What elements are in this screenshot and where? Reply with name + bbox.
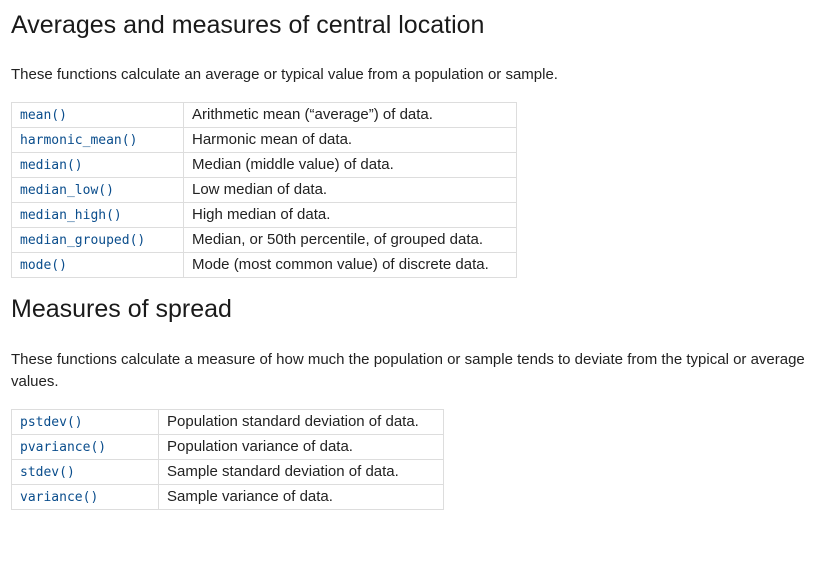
table-row: median() Median (middle value) of data. [11, 152, 517, 178]
table-row: median_grouped() Median, or 50th percent… [11, 227, 517, 253]
function-description: High median of data. [183, 202, 517, 228]
table-row: harmonic_mean() Harmonic mean of data. [11, 127, 517, 153]
function-description: Mode (most common value) of discrete dat… [183, 252, 517, 278]
central-location-heading: Averages and measures of central locatio… [11, 11, 485, 39]
table-row: median_high() High median of data. [11, 202, 517, 228]
table-row: mode() Mode (most common value) of discr… [11, 252, 517, 278]
table-row: mean() Arithmetic mean (“average”) of da… [11, 102, 517, 128]
function-description: Median, or 50th percentile, of grouped d… [183, 227, 517, 253]
document-content: Averages and measures of central locatio… [11, 0, 816, 510]
function-link-mean[interactable]: mean() [20, 108, 67, 123]
function-description: Sample variance of data. [158, 484, 444, 510]
function-link-median-grouped[interactable]: median_grouped() [20, 233, 146, 248]
function-description: Harmonic mean of data. [183, 127, 517, 153]
table-row: variance() Sample variance of data. [11, 484, 444, 510]
table-row: pstdev() Population standard deviation o… [11, 409, 444, 435]
central-location-intro: These functions calculate an average or … [11, 66, 558, 83]
spread-intro: These functions calculate a measure of h… [11, 351, 805, 390]
function-link-pstdev[interactable]: pstdev() [20, 415, 83, 430]
central-location-table: mean() Arithmetic mean (“average”) of da… [11, 102, 517, 278]
function-link-median[interactable]: median() [20, 158, 83, 173]
function-description: Sample standard deviation of data. [158, 459, 444, 485]
function-description: Median (middle value) of data. [183, 152, 517, 178]
function-link-stdev[interactable]: stdev() [20, 465, 75, 480]
function-description: Population variance of data. [158, 434, 444, 460]
function-description: Arithmetic mean (“average”) of data. [183, 102, 517, 128]
function-link-harmonic-mean[interactable]: harmonic_mean() [20, 133, 138, 148]
table-row: median_low() Low median of data. [11, 177, 517, 203]
spread-heading: Measures of spread [11, 295, 232, 323]
function-link-median-high[interactable]: median_high() [20, 208, 122, 223]
function-link-pvariance[interactable]: pvariance() [20, 440, 107, 455]
table-row: stdev() Sample standard deviation of dat… [11, 459, 444, 485]
function-link-variance[interactable]: variance() [20, 490, 99, 505]
function-link-median-low[interactable]: median_low() [20, 183, 114, 198]
function-description: Population standard deviation of data. [158, 409, 444, 435]
table-row: pvariance() Population variance of data. [11, 434, 444, 460]
function-description: Low median of data. [183, 177, 517, 203]
function-link-mode[interactable]: mode() [20, 258, 67, 273]
spread-table: pstdev() Population standard deviation o… [11, 409, 444, 510]
